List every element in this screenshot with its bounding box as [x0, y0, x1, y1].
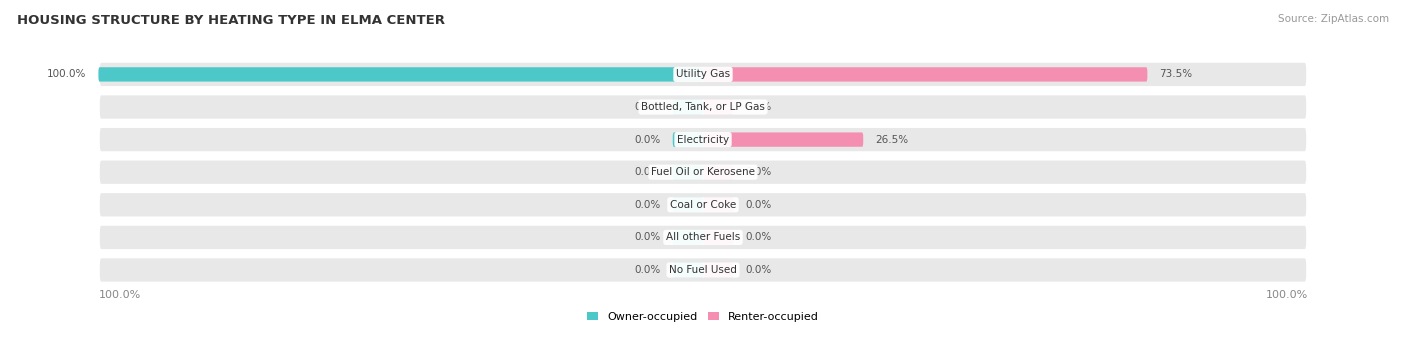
Text: 0.0%: 0.0%	[634, 265, 661, 275]
Text: Coal or Coke: Coal or Coke	[669, 200, 737, 210]
FancyBboxPatch shape	[98, 94, 1308, 120]
Legend: Owner-occupied, Renter-occupied: Owner-occupied, Renter-occupied	[582, 307, 824, 326]
FancyBboxPatch shape	[672, 100, 703, 114]
Text: 0.0%: 0.0%	[634, 102, 661, 112]
Text: 100.0%: 100.0%	[46, 70, 86, 79]
Text: Electricity: Electricity	[676, 135, 730, 145]
Text: 0.0%: 0.0%	[745, 200, 772, 210]
Text: 0.0%: 0.0%	[745, 233, 772, 242]
Text: 0.0%: 0.0%	[634, 200, 661, 210]
Text: 100.0%: 100.0%	[98, 290, 141, 299]
FancyBboxPatch shape	[672, 132, 703, 147]
Text: Source: ZipAtlas.com: Source: ZipAtlas.com	[1278, 14, 1389, 24]
FancyBboxPatch shape	[703, 100, 734, 114]
FancyBboxPatch shape	[703, 132, 863, 147]
Text: 0.0%: 0.0%	[634, 233, 661, 242]
Text: Fuel Oil or Kerosene: Fuel Oil or Kerosene	[651, 167, 755, 177]
Text: 0.0%: 0.0%	[745, 265, 772, 275]
Text: 100.0%: 100.0%	[1265, 290, 1308, 299]
FancyBboxPatch shape	[98, 224, 1308, 250]
Text: All other Fuels: All other Fuels	[666, 233, 740, 242]
Text: 0.0%: 0.0%	[745, 102, 772, 112]
FancyBboxPatch shape	[703, 230, 734, 244]
Text: 73.5%: 73.5%	[1160, 70, 1192, 79]
Text: 0.0%: 0.0%	[634, 135, 661, 145]
Text: 0.0%: 0.0%	[634, 167, 661, 177]
Text: Utility Gas: Utility Gas	[676, 70, 730, 79]
Text: No Fuel Used: No Fuel Used	[669, 265, 737, 275]
FancyBboxPatch shape	[98, 127, 1308, 153]
FancyBboxPatch shape	[672, 263, 703, 277]
FancyBboxPatch shape	[703, 198, 734, 212]
Text: HOUSING STRUCTURE BY HEATING TYPE IN ELMA CENTER: HOUSING STRUCTURE BY HEATING TYPE IN ELM…	[17, 14, 444, 27]
FancyBboxPatch shape	[703, 67, 1147, 81]
Text: 0.0%: 0.0%	[745, 167, 772, 177]
FancyBboxPatch shape	[98, 61, 1308, 87]
FancyBboxPatch shape	[672, 198, 703, 212]
Text: Bottled, Tank, or LP Gas: Bottled, Tank, or LP Gas	[641, 102, 765, 112]
FancyBboxPatch shape	[672, 230, 703, 244]
FancyBboxPatch shape	[703, 263, 734, 277]
FancyBboxPatch shape	[98, 192, 1308, 218]
FancyBboxPatch shape	[98, 159, 1308, 185]
FancyBboxPatch shape	[672, 165, 703, 179]
FancyBboxPatch shape	[98, 257, 1308, 283]
FancyBboxPatch shape	[98, 67, 703, 81]
Text: 26.5%: 26.5%	[876, 135, 908, 145]
FancyBboxPatch shape	[703, 165, 734, 179]
